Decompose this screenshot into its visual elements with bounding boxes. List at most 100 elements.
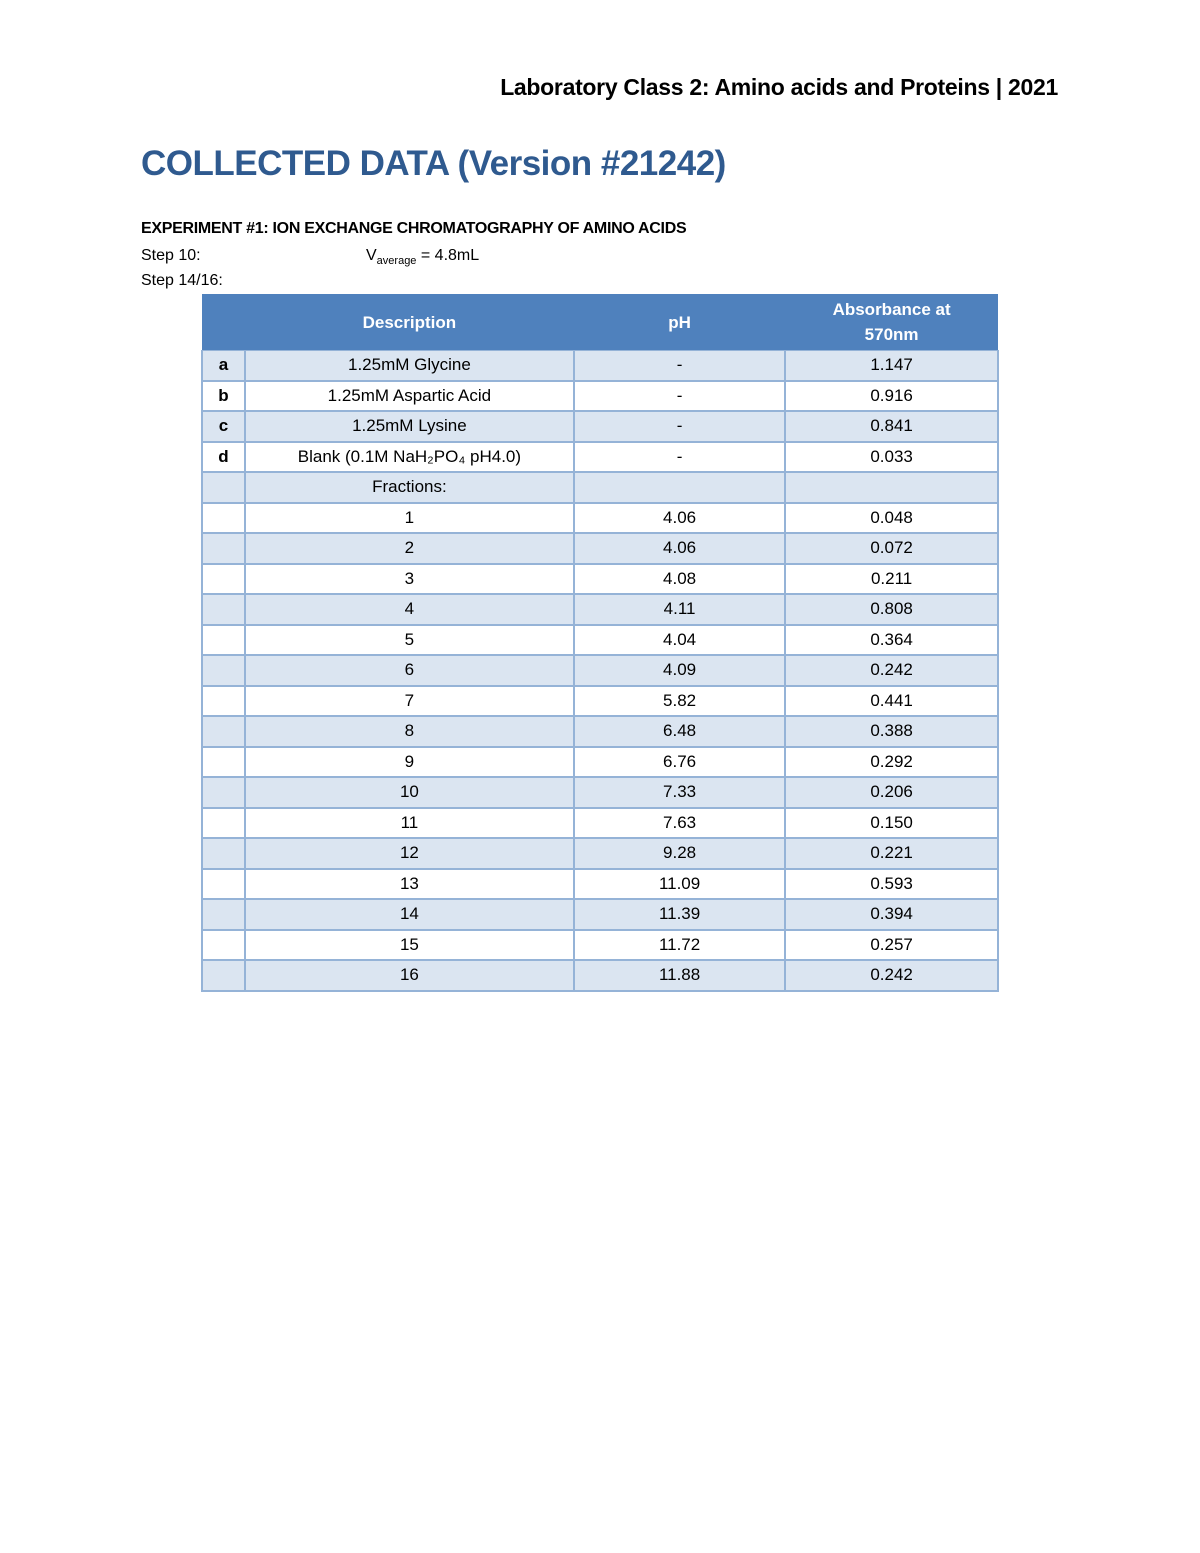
row-description: 4 [243,593,575,626]
table-row: 1 4.06 0.048 [201,502,999,534]
row-letter [201,837,246,870]
row-ph: - [572,380,787,412]
table-row: 9 6.76 0.292 [201,746,999,778]
row-letter [201,532,246,565]
row-letter [201,807,246,839]
row-absorbance: 0.242 [784,959,999,992]
row-absorbance: 0.841 [784,410,999,443]
row-description: 3 [243,563,575,595]
header-ph: pH [573,294,786,351]
table-row: 7 5.82 0.441 [201,685,999,717]
table-row: 2 4.06 0.072 [201,532,999,565]
row-absorbance: 0.916 [784,380,999,412]
data-table: Description pH Absorbance at 570nm a 1.25… [201,294,999,992]
table-row: 5 4.04 0.364 [201,624,999,656]
row-description: 7 [243,685,575,717]
table-row: 16 11.88 0.242 [201,959,999,992]
row-letter [201,898,246,931]
v-average: Vaverage = 4.8mL [366,247,479,267]
row-ph: - [572,441,787,473]
row-ph: 7.33 [572,776,787,809]
row-ph: 5.82 [572,685,787,717]
row-description: 1.25mM Lysine [243,410,575,443]
v-value: = 4.8mL [416,247,480,264]
table-row: 3 4.08 0.211 [201,563,999,595]
row-absorbance: 0.150 [784,807,999,839]
row-description: 14 [243,898,575,931]
row-absorbance: 0.211 [784,563,999,595]
row-description: 5 [243,624,575,656]
row-ph: 4.08 [572,563,787,595]
table-row: d Blank (0.1M NaH₂PO₄ pH4.0) -0.033 [201,441,999,473]
row-absorbance: 0.221 [784,837,999,870]
header-letter [202,294,245,351]
row-absorbance: 0.394 [784,898,999,931]
row-letter [201,502,246,534]
row-absorbance: 0.292 [784,746,999,778]
table-row: 14 11.39 0.394 [201,898,999,931]
row-description: 15 [243,929,575,961]
table-row: 4 4.11 0.808 [201,593,999,626]
row-description: 9 [243,746,575,778]
step10-label: Step 10: [141,247,201,264]
row-letter [201,746,246,778]
row-description: 1.25mM Glycine [243,350,575,382]
row-ph: 7.63 [572,807,787,839]
table-row: 8 6.48 0.388 [201,715,999,748]
row-absorbance: 0.206 [784,776,999,809]
table-row: 10 7.33 0.206 [201,776,999,809]
row-ph: 6.76 [572,746,787,778]
row-ph: 11.39 [572,898,787,931]
row-letter [201,593,246,626]
row-ph: 11.09 [572,868,787,900]
row-absorbance: 0.033 [784,441,999,473]
row-description: 12 [243,837,575,870]
table-header-row: Description pH Absorbance at 570nm [202,294,998,351]
row-description: 1 [243,502,575,534]
table-row: b 1.25mM Aspartic Acid -0.916 [201,380,999,412]
row-letter: c [201,410,246,443]
row-letter [201,471,246,504]
row-ph: 4.04 [572,624,787,656]
row-absorbance: 0.048 [784,502,999,534]
header-absorbance: Absorbance at 570nm [785,294,998,351]
row-ph: - [572,350,787,382]
table-row: 12 9.28 0.221 [201,837,999,870]
row-description: Blank (0.1M NaH₂PO₄ pH4.0) [243,441,575,473]
table-row: Fractions: [201,471,999,504]
row-ph [572,471,787,504]
row-letter [201,654,246,687]
row-ph: 6.48 [572,715,787,748]
table-row: 11 7.63 0.150 [201,807,999,839]
row-description: 13 [243,868,575,900]
row-letter [201,563,246,595]
row-letter [201,929,246,961]
row-letter: a [201,350,246,382]
row-description: 1.25mM Aspartic Acid [243,380,575,412]
row-description: 6 [243,654,575,687]
header-absorbance-text: Absorbance at 570nm [832,300,951,344]
row-letter: d [201,441,246,473]
row-ph: 4.06 [572,502,787,534]
table-row: 13 11.09 0.593 [201,868,999,900]
row-ph: 4.06 [572,532,787,565]
row-absorbance: 0.364 [784,624,999,656]
row-letter [201,776,246,809]
row-absorbance [784,471,999,504]
page-header: Laboratory Class 2: Amino acids and Prot… [500,74,1058,100]
step14-label: Step 14/16: [141,272,223,289]
row-letter [201,715,246,748]
row-letter [201,868,246,900]
row-letter [201,624,246,656]
row-description: 8 [243,715,575,748]
page-title: COLLECTED DATA (Version #21242) [141,144,726,183]
table-row: 15 11.72 0.257 [201,929,999,961]
table-row: c 1.25mM Lysine -0.841 [201,410,999,443]
experiment-heading: EXPERIMENT #1: ION EXCHANGE CHROMATOGRAP… [141,220,687,237]
row-ph: 4.09 [572,654,787,687]
table-row: 6 4.09 0.242 [201,654,999,687]
row-description: 10 [243,776,575,809]
table-row: a 1.25mM Glycine -1.147 [201,350,999,382]
row-description: 2 [243,532,575,565]
row-absorbance: 0.388 [784,715,999,748]
